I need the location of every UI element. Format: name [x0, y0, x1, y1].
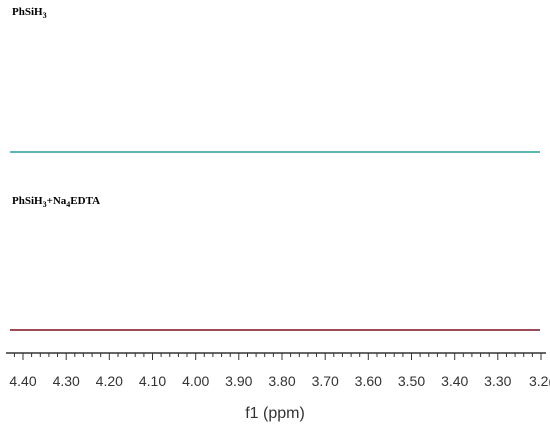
tick-label: 3.90: [225, 373, 252, 389]
tick-label: 4.30: [53, 373, 80, 389]
tick-label: 3.70: [312, 373, 339, 389]
tick-label: 3.2(: [529, 373, 550, 389]
tick-label: 3.40: [441, 373, 468, 389]
tick-label: 4.20: [96, 373, 123, 389]
x-axis-title: f1 (ppm): [245, 405, 305, 422]
tick-label: 4.40: [9, 373, 36, 389]
x-axis: 4.40 4.30 4.20 4.10 4.00 3.90 3.80 3.70 3.60 3.50…: [6, 352, 550, 422]
tick-label: 3.30: [484, 373, 511, 389]
series-label-phsih3-na4edta: PhSiH3+Na4EDTA: [12, 195, 101, 210]
tick-label: 3.50: [398, 373, 425, 389]
spectra-group: [10, 151, 540, 331]
tick-label: 4.00: [182, 373, 209, 389]
x-axis-ticks: 4.40 4.30 4.20 4.10 4.00 3.90 3.80 3.70 3.60 3.50…: [9, 353, 550, 389]
series-label-phsih3: PhSiH3: [12, 6, 47, 21]
tick-label: 4.10: [139, 373, 166, 389]
tick-label: 3.80: [268, 373, 295, 389]
tick-label: 3.60: [355, 373, 382, 389]
